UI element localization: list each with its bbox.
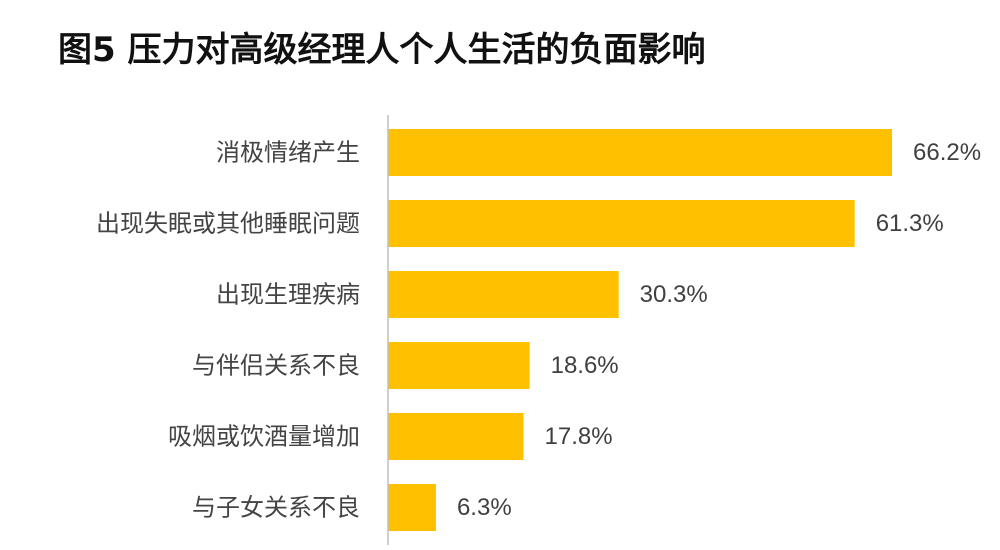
bar-0 — [388, 129, 892, 176]
value-label-2: 30.3% — [640, 281, 708, 308]
category-label-0: 消极情绪产生 — [216, 139, 360, 167]
category-label-1: 出现失眠或其他睡眠问题 — [96, 210, 360, 238]
value-labels-group: 66.2% 61.3% 30.3% 18.6% 17.8% 6.3% — [457, 139, 981, 521]
category-label-2: 出现生理疾病 — [216, 281, 360, 309]
value-label-4: 17.8% — [545, 423, 613, 450]
category-labels-group: 消极情绪产生出现失眠或其他睡眠问题出现生理疾病与伴侣关系不良吸烟或饮酒量增加与子… — [96, 139, 360, 522]
value-label-1: 61.3% — [876, 210, 944, 237]
bars-group — [388, 129, 892, 531]
bar-1 — [388, 200, 855, 247]
bar-5 — [388, 484, 436, 531]
bar-2 — [388, 271, 619, 318]
category-label-5: 与子女关系不良 — [192, 494, 360, 522]
value-label-5: 6.3% — [457, 494, 512, 521]
chart-title: 图5 压力对高级经理人个人生活的负面影响 — [58, 30, 706, 70]
value-label-0: 66.2% — [913, 139, 981, 166]
category-label-3: 与伴侣关系不良 — [192, 352, 360, 380]
category-label-4: 吸烟或饮酒量增加 — [168, 423, 360, 451]
value-label-3: 18.6% — [551, 352, 619, 379]
bar-3 — [388, 342, 530, 389]
bar-4 — [388, 413, 524, 460]
